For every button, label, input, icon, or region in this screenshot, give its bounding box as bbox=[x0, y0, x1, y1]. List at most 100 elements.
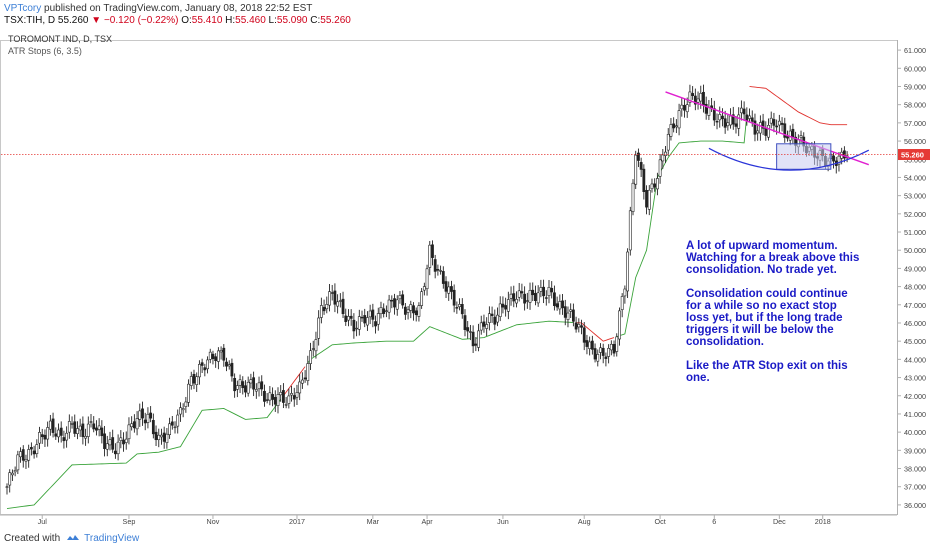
candle-body bbox=[547, 286, 551, 296]
candle-body bbox=[108, 439, 112, 446]
candle bbox=[322, 299, 326, 315]
candle-body bbox=[761, 120, 765, 129]
y-tick-label: 61.000 bbox=[904, 46, 926, 55]
candle bbox=[298, 374, 302, 401]
candle-body bbox=[534, 292, 537, 302]
candle bbox=[86, 416, 90, 444]
candle-body bbox=[756, 130, 760, 134]
candle bbox=[403, 303, 407, 320]
candle bbox=[734, 116, 738, 134]
candle bbox=[141, 401, 144, 426]
candle-body bbox=[374, 321, 377, 327]
candle-body bbox=[447, 286, 451, 294]
candle bbox=[585, 334, 589, 355]
footer-brand[interactable]: TradingView bbox=[84, 533, 140, 544]
candle-body bbox=[742, 108, 746, 115]
candle-body bbox=[238, 379, 242, 386]
candle-body bbox=[642, 168, 646, 193]
candle-body bbox=[734, 123, 738, 127]
tradingview-logo-icon bbox=[67, 535, 80, 540]
candle bbox=[590, 335, 594, 355]
candle-body bbox=[477, 330, 480, 348]
y-axis[interactable]: 36.000 37.000 38.000 39.000 40.000 41.000 42.0… bbox=[897, 46, 926, 510]
candle-body bbox=[303, 377, 307, 380]
candle bbox=[111, 429, 115, 453]
candle-body bbox=[683, 105, 686, 111]
candle-body bbox=[691, 93, 695, 96]
candle bbox=[29, 442, 33, 456]
candle-body bbox=[227, 364, 231, 367]
candle-body bbox=[767, 125, 770, 138]
candle-body bbox=[27, 449, 31, 461]
candle-body bbox=[306, 363, 310, 381]
candle bbox=[341, 291, 345, 319]
chart-legend[interactable]: TOROMONT IND, D, TSX ATR Stops (6, 3.5) bbox=[8, 33, 112, 57]
candle bbox=[103, 425, 106, 457]
ohlc-low-value: 55.090 bbox=[276, 15, 308, 26]
candle-body bbox=[32, 450, 36, 455]
candle-body bbox=[469, 331, 472, 333]
legend-indicator[interactable]: ATR Stops (6, 3.5) bbox=[8, 46, 82, 56]
candle-body bbox=[680, 104, 684, 110]
candle bbox=[328, 283, 331, 312]
candle-body bbox=[206, 359, 209, 370]
candle bbox=[485, 317, 489, 337]
candle bbox=[693, 88, 697, 111]
candle-body bbox=[103, 433, 106, 449]
candle-body bbox=[314, 339, 318, 352]
candle bbox=[422, 282, 426, 296]
candle bbox=[333, 283, 337, 313]
candle-body bbox=[604, 356, 608, 359]
candle-body bbox=[352, 319, 356, 332]
candle-body bbox=[273, 397, 277, 405]
candle bbox=[520, 283, 524, 300]
candle-body bbox=[718, 114, 722, 121]
candle-body bbox=[607, 348, 611, 357]
price-chart[interactable]: 36.000 37.000 38.000 39.000 40.000 41.000 42.0… bbox=[0, 28, 932, 528]
candle bbox=[122, 432, 125, 452]
candle-body bbox=[65, 432, 69, 441]
candle bbox=[517, 282, 521, 302]
candle-body bbox=[406, 309, 410, 313]
author-name[interactable]: VPTcory bbox=[4, 3, 42, 14]
candle bbox=[78, 418, 82, 437]
candle-body bbox=[254, 389, 258, 392]
candle bbox=[398, 291, 402, 304]
candle-body bbox=[631, 182, 635, 212]
candle bbox=[263, 384, 266, 407]
candle bbox=[252, 371, 256, 397]
candle bbox=[444, 276, 448, 299]
candle bbox=[168, 417, 172, 439]
candle bbox=[295, 384, 299, 406]
candle-body bbox=[422, 286, 426, 291]
candle bbox=[244, 380, 247, 398]
candle-body bbox=[417, 305, 421, 317]
text-note[interactable]: A lot of upward momentum. Watching for a… bbox=[686, 240, 862, 396]
candle-body bbox=[504, 305, 508, 310]
candle-body bbox=[135, 418, 139, 430]
candle-body bbox=[192, 373, 196, 384]
candle-body bbox=[35, 444, 39, 454]
candle-body bbox=[539, 287, 543, 292]
candle-body bbox=[235, 385, 239, 390]
candle bbox=[618, 307, 621, 346]
candle bbox=[95, 420, 98, 436]
candle bbox=[114, 443, 117, 459]
candle-body bbox=[271, 394, 274, 400]
candle bbox=[198, 360, 201, 385]
candle-body bbox=[371, 309, 375, 320]
candle-body bbox=[618, 310, 621, 340]
candle bbox=[571, 303, 575, 327]
atr-stop-segment bbox=[283, 366, 306, 397]
candle-body bbox=[585, 340, 589, 347]
candle bbox=[645, 185, 648, 215]
drawings[interactable] bbox=[665, 91, 870, 171]
x-axis[interactable]: Jul Sep Nov 2017 Mar Apr Jun Aug Oct 6 Dec 2018 bbox=[0, 514, 897, 526]
publish-header: VPTcory published on TradingView.com, Ja… bbox=[4, 3, 312, 14]
candle bbox=[268, 385, 272, 406]
candle bbox=[547, 279, 551, 304]
candle-body bbox=[531, 289, 535, 296]
candle bbox=[777, 114, 781, 133]
candle bbox=[631, 179, 635, 216]
candle-body bbox=[460, 304, 464, 315]
